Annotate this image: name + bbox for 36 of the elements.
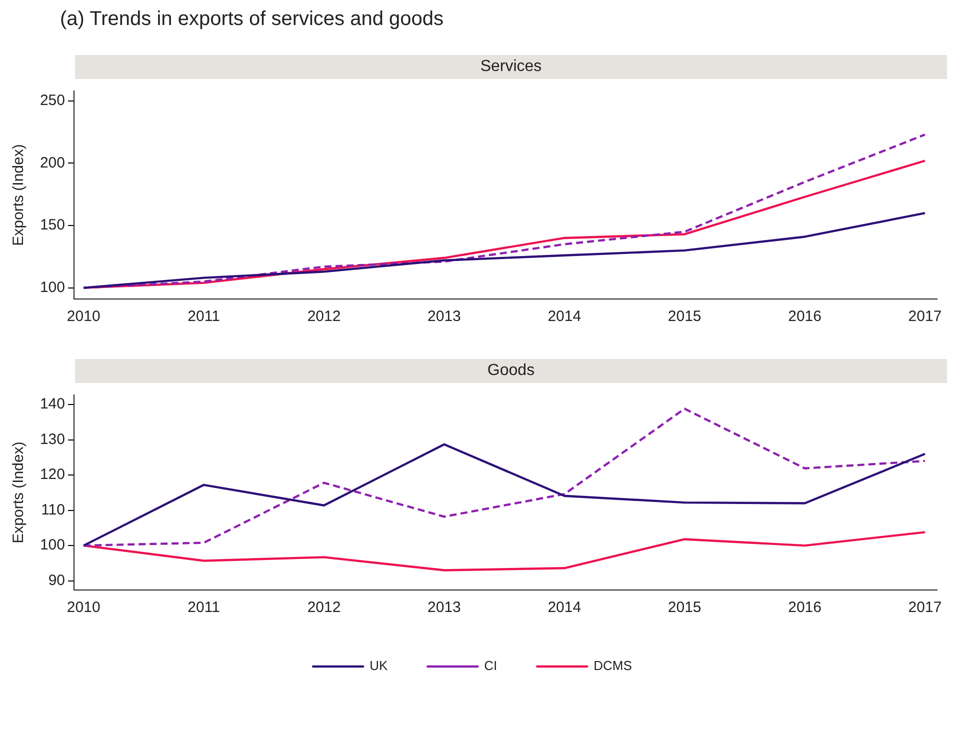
chart-title: (a) Trends in exports of services and goods: [60, 8, 445, 31]
y-tick-label: 150: [40, 216, 65, 234]
legend-label: UK: [370, 658, 388, 674]
line-series: [82, 408, 926, 547]
y-tick-label: 90: [48, 572, 65, 589]
x-tick-label: 2015: [668, 599, 702, 616]
x-tick-label: 2012: [307, 308, 341, 326]
x-tick-label: 2011: [188, 599, 220, 616]
y-tick-label: 140: [40, 396, 65, 413]
x-tick-label: 2013: [428, 308, 461, 326]
chart-subtitle: Services: [75, 55, 947, 79]
x-tick-label: 2014: [548, 599, 582, 616]
x-tick-label: 2017: [908, 599, 942, 616]
y-tick-label: 130: [40, 430, 65, 448]
y-tick-label: 250: [40, 92, 65, 110]
x-tick-label: 2011: [188, 308, 220, 326]
x-tick-label: 2013: [428, 599, 461, 616]
x-tick-label: 2016: [788, 599, 822, 616]
legend-label: DCMS: [594, 658, 632, 674]
y-axis-title: Exports (Index): [10, 442, 28, 544]
y-axis-title: Exports (Index): [10, 144, 28, 246]
x-tick-label: 2014: [548, 308, 582, 326]
x-tick-label: 2010: [66, 599, 100, 616]
y-tick-label: 100: [40, 536, 65, 554]
x-tick-label: 2015: [668, 308, 702, 326]
y-tick-label: 110: [41, 501, 65, 518]
x-tick-label: 2010: [66, 308, 100, 326]
y-tick-label: 200: [40, 154, 65, 172]
y-tick-label: 120: [40, 466, 65, 484]
x-tick-label: 2016: [788, 308, 822, 326]
y-tick-label: 100: [40, 278, 65, 296]
legend-label: CI: [484, 658, 498, 674]
line-series: [82, 133, 926, 289]
x-tick-label: 2017: [908, 308, 942, 326]
x-tick-label: 2012: [307, 599, 341, 616]
chart-subtitle: Goods: [75, 359, 947, 383]
